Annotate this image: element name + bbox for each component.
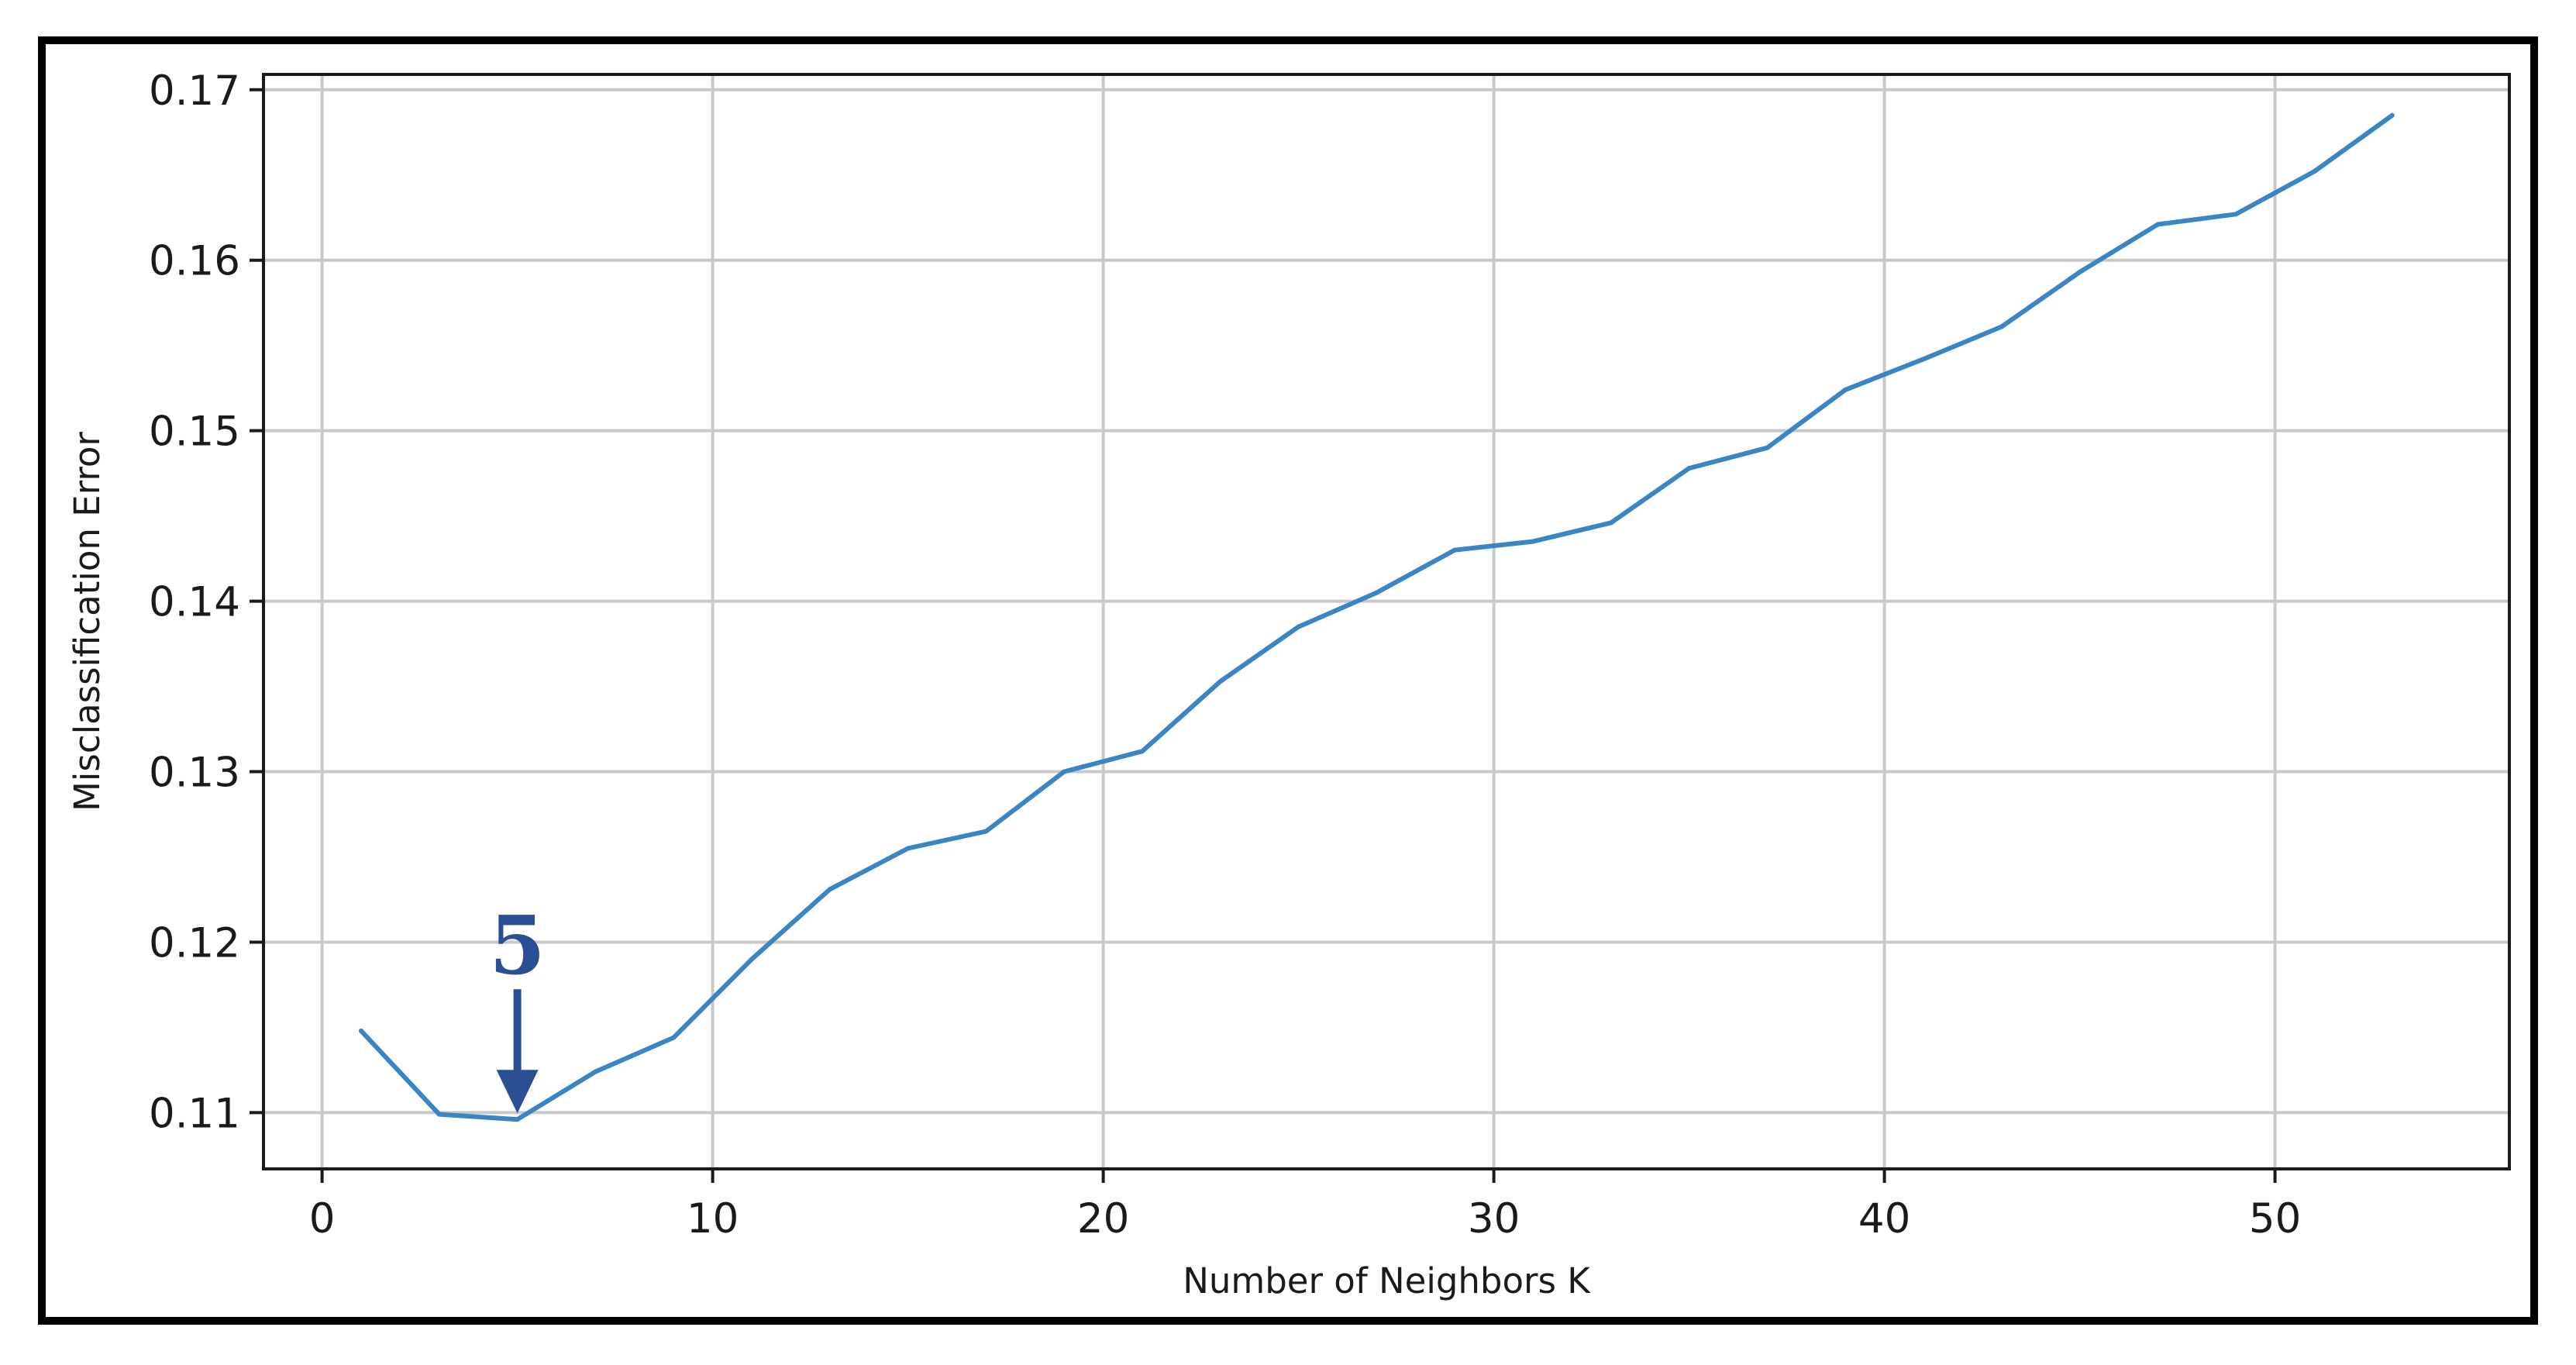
x-tick-label: 50 (2249, 1195, 2301, 1243)
data-point (1296, 624, 1301, 629)
data-point (1608, 520, 1613, 526)
data-point (1140, 749, 1145, 754)
data-point (1765, 445, 1770, 450)
data-point (1062, 769, 1067, 774)
y-tick-label: 0.13 (149, 750, 240, 797)
x-tick-label: 10 (687, 1195, 739, 1243)
data-point (1843, 387, 1848, 392)
min-annotation: 5 (489, 898, 546, 1114)
data-point (2389, 112, 2395, 118)
data-point (671, 1035, 677, 1040)
x-tick-label: 40 (1858, 1195, 1910, 1243)
data-point (749, 957, 754, 962)
outer-border (38, 36, 2538, 1325)
data-point (593, 1069, 598, 1074)
data-point (359, 1028, 363, 1033)
data-point (1374, 590, 1379, 595)
y-tick-label: 0.17 (149, 67, 240, 115)
y-tick-label: 0.16 (149, 238, 240, 285)
y-axis-label: Misclassification Error (67, 432, 108, 812)
x-tick-label: 0 (309, 1195, 336, 1243)
data-point (827, 887, 832, 892)
data-point (2233, 212, 2239, 217)
data-point (983, 829, 989, 834)
plot-area-frame (262, 73, 2511, 1170)
data-point (436, 1112, 442, 1117)
y-tick-label: 0.12 (149, 919, 240, 967)
data-point (1921, 357, 1926, 362)
data-point (2155, 222, 2161, 227)
data-point (2077, 270, 2082, 275)
data-point (1531, 539, 1535, 544)
y-tick-label: 0.15 (149, 408, 240, 456)
y-tick-label: 0.14 (149, 579, 240, 626)
data-point (905, 846, 911, 851)
data-point (1217, 678, 1223, 684)
x-tick-label: 30 (1468, 1195, 1520, 1243)
annotation-arrow-head (496, 1070, 539, 1114)
y-axis-ticks: 0.11 0.12 0.13 0.14 0.15 0.16 0.17 (149, 67, 263, 1137)
x-tick-label: 20 (1077, 1195, 1129, 1243)
data-point (1452, 547, 1458, 553)
annotation-label: 5 (489, 898, 545, 993)
y-tick-label: 0.11 (149, 1090, 240, 1137)
x-axis-label: Number of Neighbors K (1183, 1260, 1591, 1301)
data-point (2312, 169, 2316, 174)
data-point (1686, 466, 1692, 471)
x-axis-ticks: 0 10 20 30 40 50 (309, 1169, 2301, 1243)
data-point (515, 1117, 520, 1122)
series-points (359, 112, 2395, 1122)
data-point (1999, 324, 2004, 329)
grid-lines (263, 74, 2509, 1169)
